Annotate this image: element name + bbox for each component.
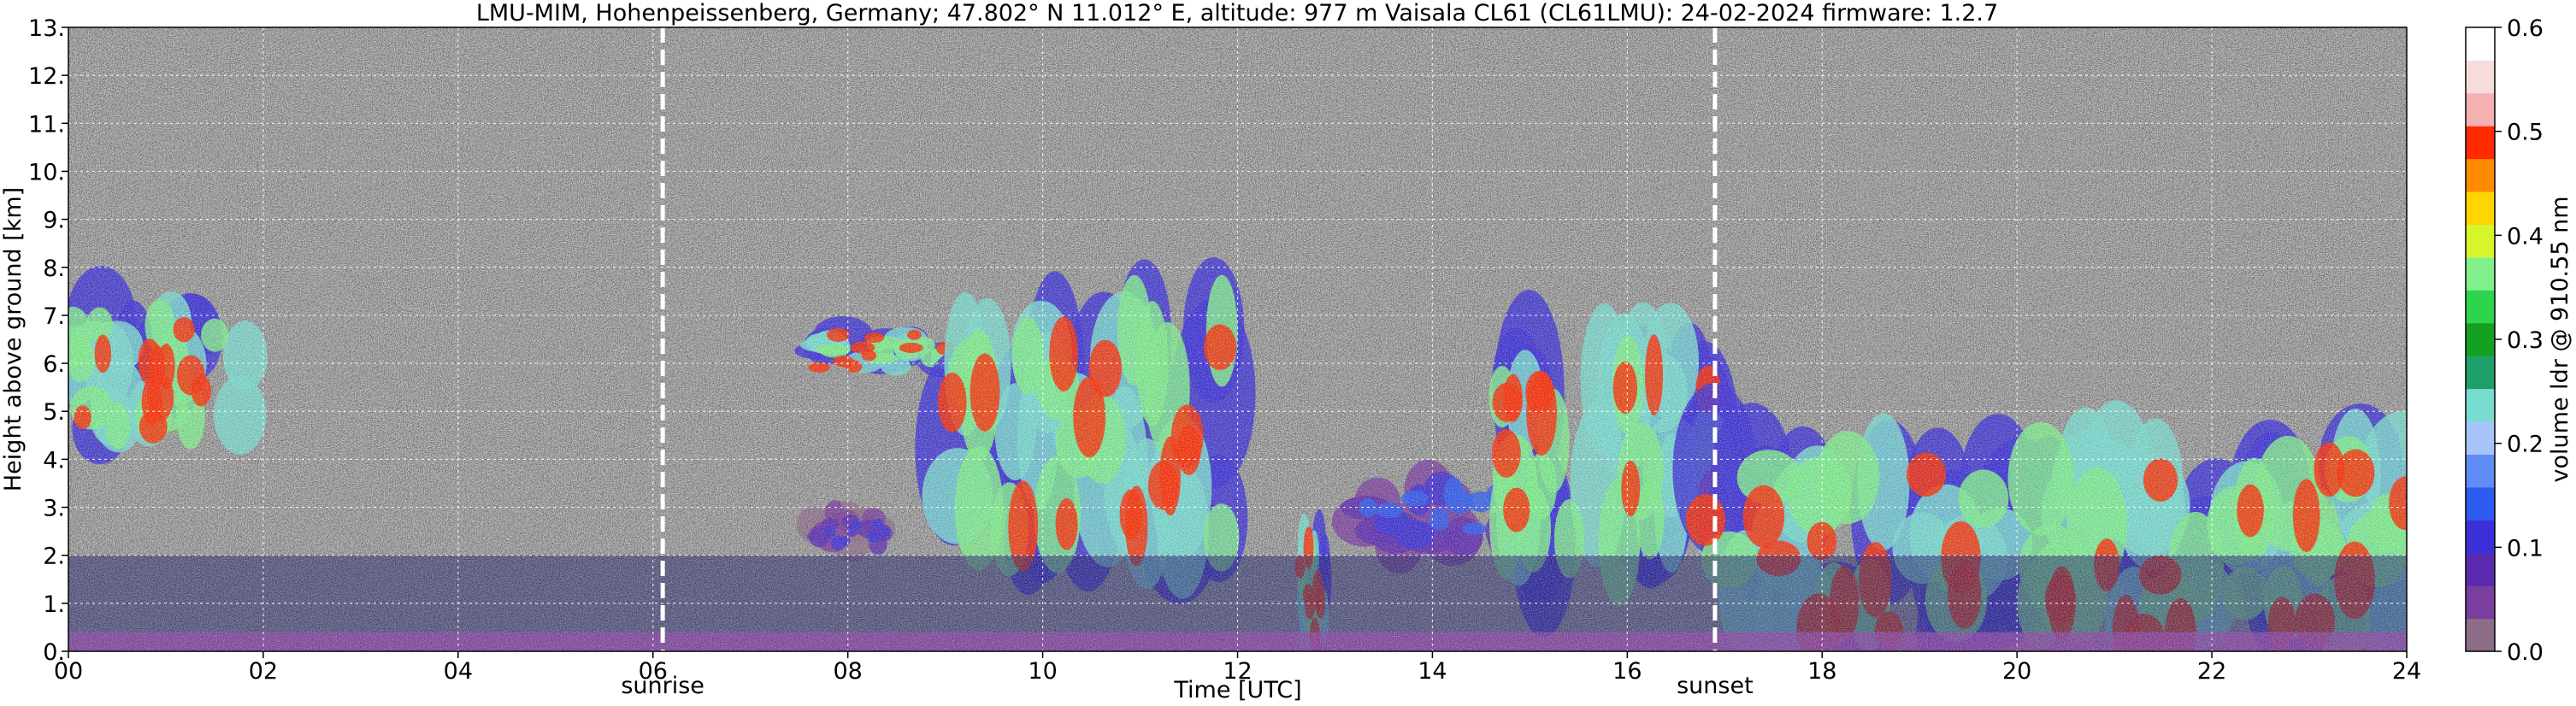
colorbar-swatch [2466, 421, 2495, 455]
colorbar-tick-label: 0.1 [2507, 535, 2544, 562]
colorbar-swatch [2466, 224, 2495, 258]
y-tick-label: 0. [43, 639, 65, 666]
colorbar-tick-label: 0.4 [2507, 223, 2544, 250]
x-tick-label: 08 [833, 658, 862, 685]
y-tick-label: 12. [28, 63, 65, 90]
sun-event-labels: sunrise sunset [621, 673, 1753, 699]
colorbar-swatch [2466, 27, 2495, 61]
sunset-label: sunset [1677, 673, 1754, 699]
colorbar [2465, 26, 2496, 652]
sun-event-lines [660, 27, 1718, 651]
x-tick-label: 16 [1612, 658, 1642, 685]
colorbar-swatch [2466, 454, 2495, 488]
x-tick-label: 04 [444, 658, 473, 685]
grid [68, 27, 2407, 651]
colorbar-swatch [2466, 486, 2495, 521]
y-tick-label: 7. [43, 303, 65, 330]
x-tick-label: 00 [54, 658, 83, 685]
colorbar-swatch [2466, 618, 2495, 652]
x-axis-label: Time [UTC] [1173, 677, 1301, 703]
x-tick-label: 22 [2197, 658, 2226, 685]
x-tick-label: 02 [249, 658, 278, 685]
y-tick-label: 1. [43, 591, 65, 618]
y-tick-label: 3. [43, 496, 65, 522]
colorbar-swatch [2466, 388, 2495, 422]
y-axis-ticks: 0. 1. 2. 3. 4. 5. 6. 7. 8. 9. 10. 11. 12. 13. [28, 15, 68, 666]
sunrise-label: sunrise [621, 673, 704, 699]
y-tick-label: 6. [43, 351, 65, 378]
colorbar-swatch [2466, 60, 2495, 94]
y-tick-label: 13. [28, 15, 65, 42]
y-tick-label: 5. [43, 399, 65, 426]
colorbar-swatch [2466, 191, 2495, 226]
x-tick-label: 06 [639, 658, 668, 685]
x-tick-label: 20 [2002, 658, 2031, 685]
colorbar-swatch [2466, 322, 2495, 356]
y-tick-label: 9. [43, 208, 65, 234]
colorbar-label: volume ldr @ 910.55 nm [2547, 197, 2573, 483]
colorbar-swatch [2466, 552, 2495, 586]
colorbar-tick-label: 0.0 [2507, 639, 2544, 666]
x-tick-label: 12 [1223, 658, 1252, 685]
x-tick-label: 24 [2392, 658, 2421, 685]
colorbar-tick-label: 0.6 [2507, 15, 2544, 42]
y-tick-label: 10. [28, 159, 65, 185]
y-axis-label: Height above ground [km] [0, 187, 27, 491]
colorbar-swatch [2466, 256, 2495, 291]
colorbar-swatch [2466, 290, 2495, 324]
x-tick-label: 10 [1028, 658, 1057, 685]
colorbar-swatch [2466, 585, 2495, 620]
x-tick-label: 18 [1807, 658, 1836, 685]
colorbar-swatch [2466, 92, 2495, 126]
colorbar-swatch [2466, 158, 2495, 192]
x-axis-ticks: 00 02 04 06 08 10 12 14 16 18 20 22 24 [54, 651, 2421, 685]
colorbar-tick-label: 0.3 [2507, 327, 2544, 354]
y-tick-label: 11. [28, 111, 65, 138]
colorbar-swatch [2466, 520, 2495, 554]
colorbar-tick-label: 0.5 [2507, 120, 2544, 146]
colorbar-ticks: 0.0 0.1 0.2 0.3 0.4 0.5 0.6 [2495, 15, 2544, 666]
chart-title: LMU-MIM, Hohenpeissenberg, Germany; 47.8… [476, 0, 1998, 26]
y-tick-label: 8. [43, 256, 65, 282]
colorbar-swatch [2466, 126, 2495, 160]
y-tick-label: 2. [43, 544, 65, 570]
plot-area [68, 27, 2407, 651]
y-tick-label: 4. [43, 447, 65, 474]
colorbar-tick-label: 0.2 [2507, 432, 2544, 458]
colorbar-swatch [2466, 356, 2495, 390]
x-tick-label: 14 [1418, 658, 1447, 685]
